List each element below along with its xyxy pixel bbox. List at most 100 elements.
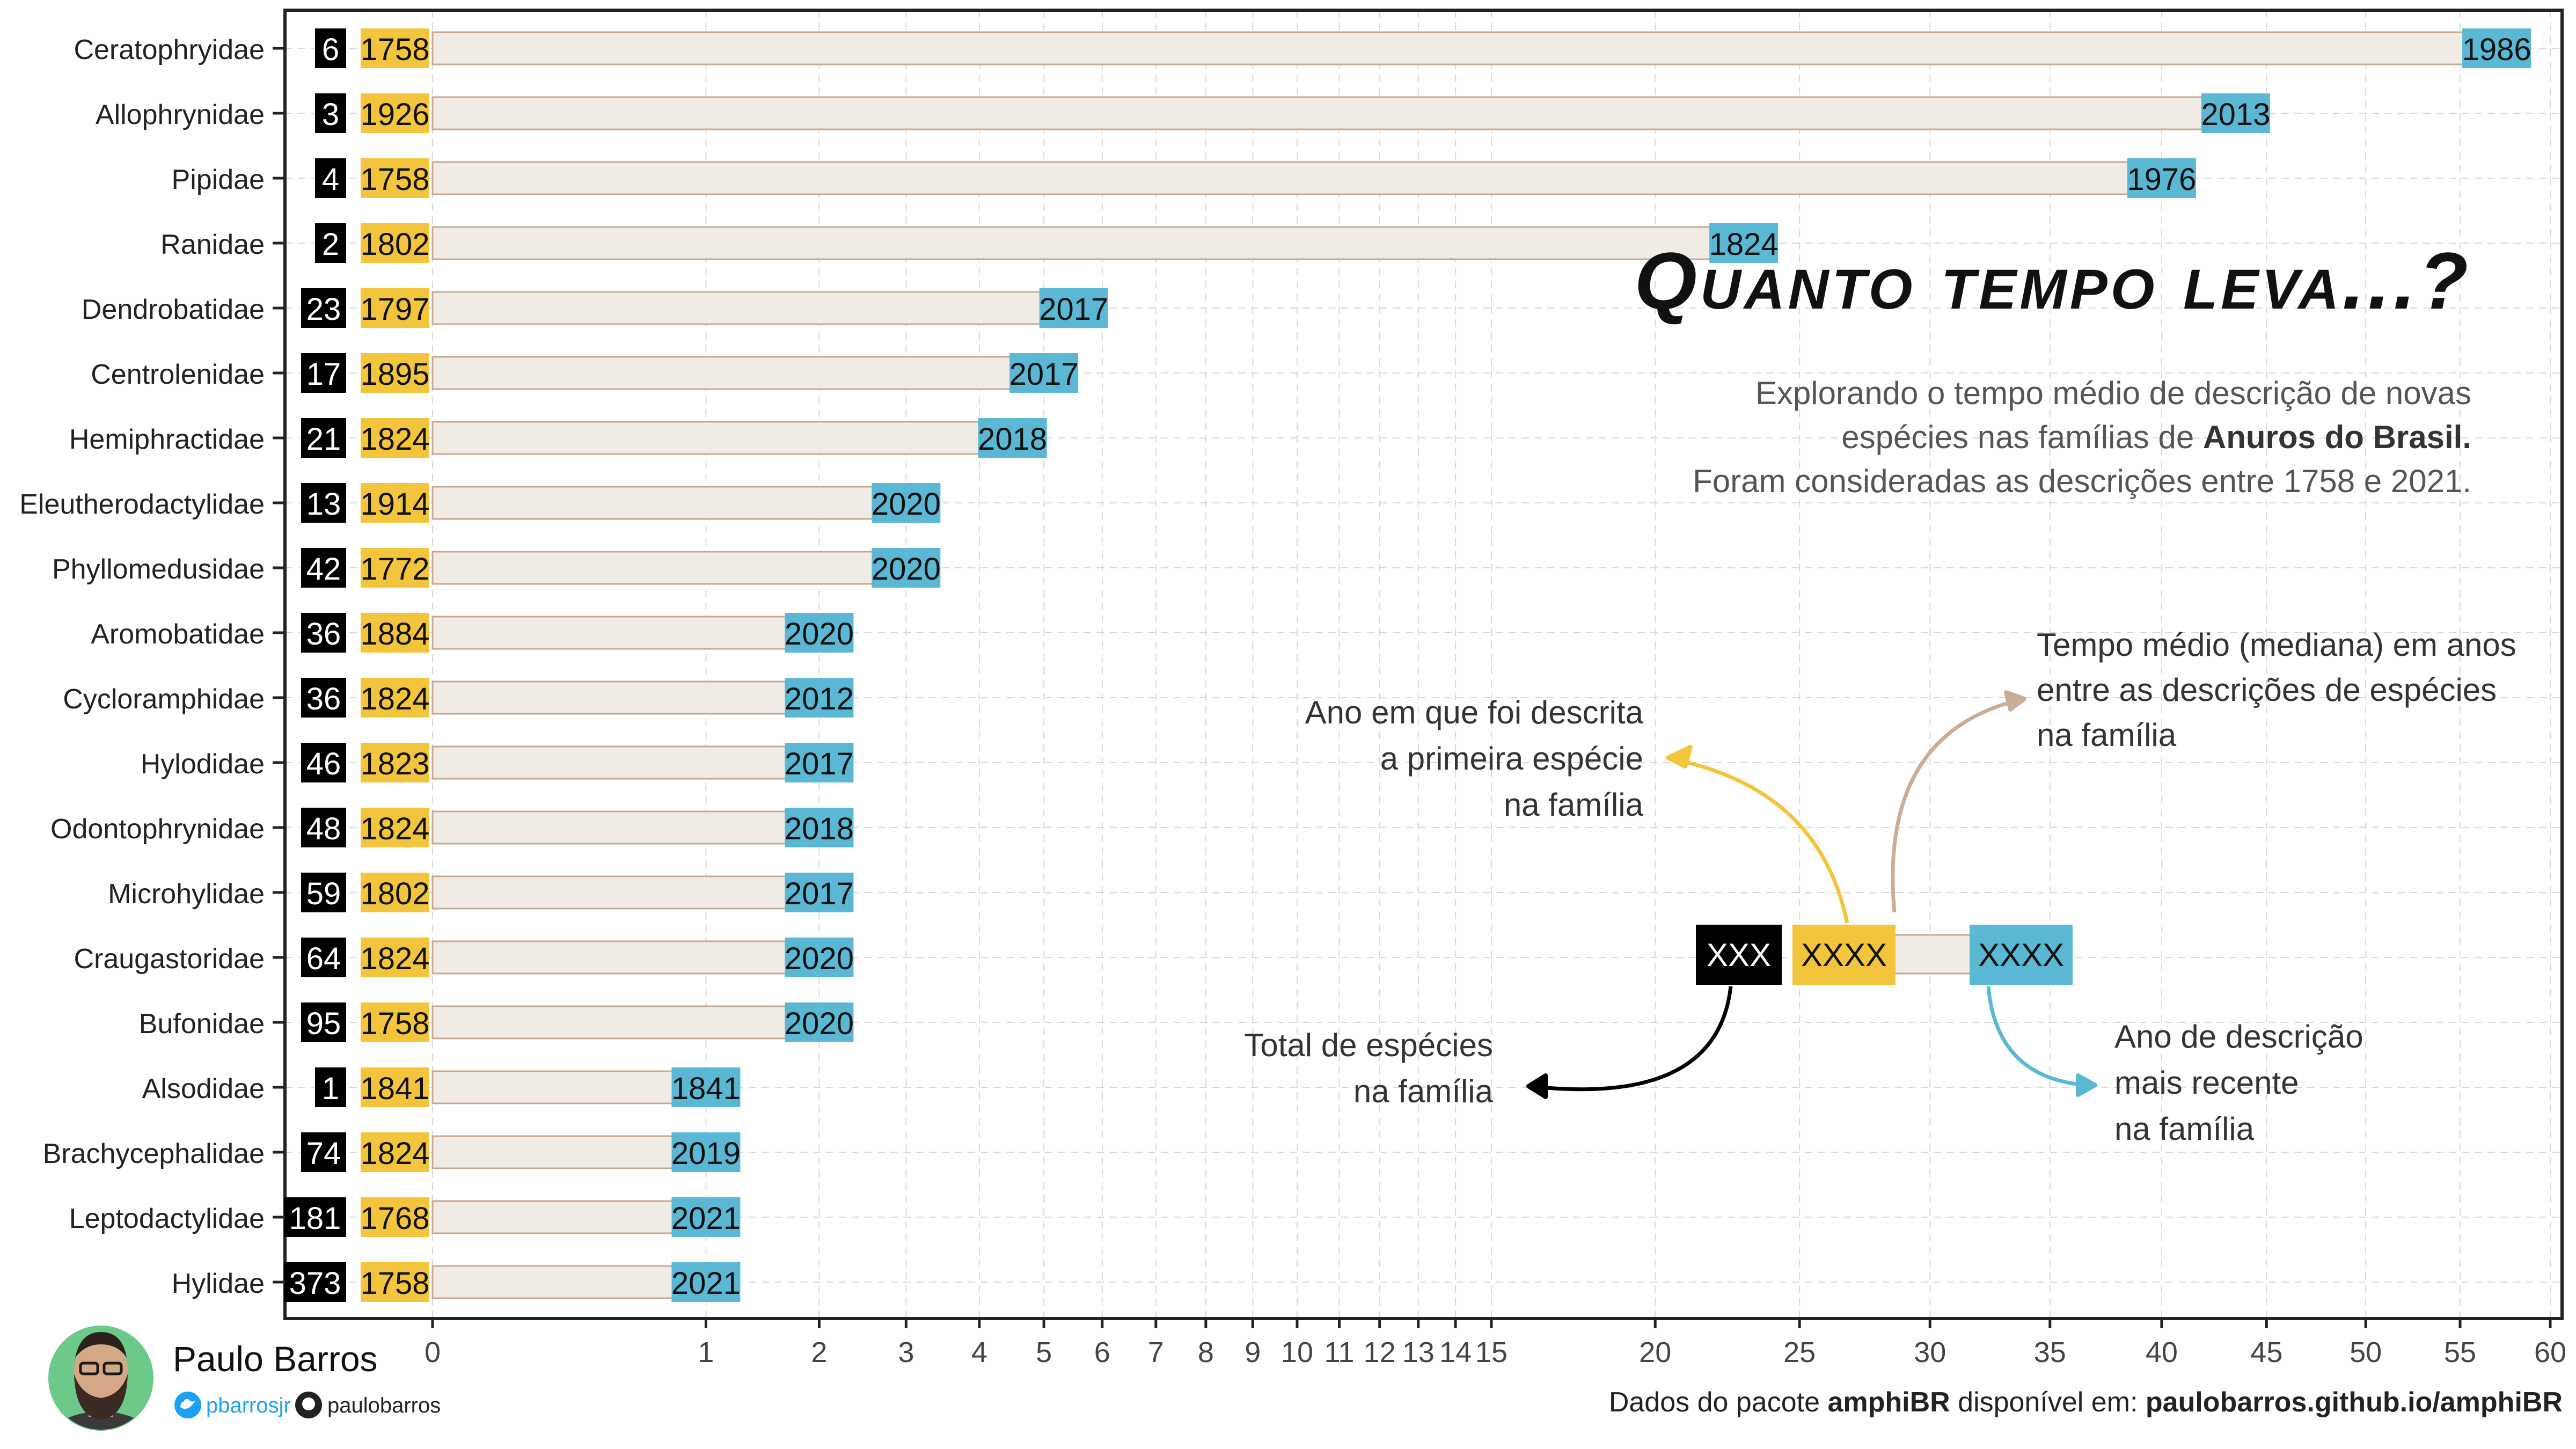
arrow-last-head: [2076, 1073, 2097, 1097]
first-year-box: [361, 938, 429, 977]
legend-example: XXX XXXX XXXX Ano em que foi descrita a p…: [1244, 627, 2516, 1147]
first-year-label: 1758: [360, 1006, 429, 1041]
first-year-label: 1841: [360, 1071, 429, 1106]
first-year-label: 1824: [360, 1136, 429, 1171]
x-tick-label: 5: [1036, 1336, 1052, 1368]
last-year-box: [1709, 223, 1779, 263]
family-label: Eleutherodactylidae: [19, 489, 265, 520]
total-species-box: [301, 353, 346, 393]
x-tick-label: 15: [1475, 1336, 1507, 1368]
total-species-box: [315, 93, 346, 133]
last-year-box: [2201, 93, 2270, 133]
arrow-total-head: [1526, 1073, 1548, 1099]
last-year-box: [785, 808, 854, 847]
legend-last-box: [1970, 925, 2073, 985]
avatar: [49, 1332, 152, 1430]
total-species-label: 74: [306, 1136, 341, 1171]
first-year-box: [361, 288, 429, 328]
total-species-box: [315, 223, 346, 263]
median-bar: [431, 486, 907, 520]
median-bar: [431, 421, 1014, 455]
subtitle-line: Foram consideradas as descrições entre 1…: [1693, 463, 2471, 499]
last-year-label: 2018: [785, 811, 854, 846]
legend-last-text: XXXX: [1978, 937, 2064, 973]
first-year-label: 1758: [360, 162, 429, 197]
total-species-box: [301, 743, 346, 782]
total-species-label: 64: [306, 941, 341, 976]
last-year-box: [671, 1132, 741, 1172]
median-bar: [431, 226, 1745, 260]
subtitle-line: espécies nas famílias de Anuros do Brasi…: [1841, 419, 2471, 455]
first-year-label: 1772: [360, 552, 429, 587]
total-species-label: 6: [322, 32, 339, 67]
x-tick-label: 25: [1783, 1336, 1816, 1368]
last-year-label: 2017: [1009, 357, 1079, 392]
median-bar: [431, 1005, 820, 1040]
median-bar: [431, 745, 820, 780]
total-species-label: 17: [306, 357, 341, 392]
first-year-label: 1802: [360, 227, 429, 262]
first-year-box: [361, 418, 429, 458]
total-species-label: 3: [322, 97, 339, 132]
legend-label-line: Total de espécies: [1244, 1027, 1493, 1063]
legend-first-box: [1792, 925, 1896, 985]
total-species-box: [301, 808, 346, 847]
subtitle-line: Explorando o tempo médio de descrição de…: [1755, 375, 2471, 411]
total-species-label: 95: [306, 1006, 341, 1041]
last-year-label: 2021: [671, 1266, 741, 1301]
last-year-label: 2020: [785, 1006, 854, 1041]
first-year-label: 1914: [360, 487, 429, 522]
first-year-box: [361, 1067, 429, 1107]
last-year-label: 2018: [978, 422, 1047, 457]
median-bar: [431, 1135, 707, 1169]
last-year-box: [1039, 288, 1108, 328]
last-year-box: [872, 483, 941, 523]
family-label: Hylodidae: [141, 749, 265, 780]
last-year-box: [978, 418, 1047, 458]
first-year-label: 1768: [360, 1201, 429, 1236]
last-year-label: 2019: [671, 1136, 741, 1171]
last-year-label: 2017: [1039, 292, 1108, 327]
family-label: Ceratophryidae: [74, 34, 265, 65]
total-species-box: [284, 1197, 346, 1237]
last-year-box: [785, 873, 854, 912]
median-bar: [431, 291, 1075, 325]
median-bar: [431, 31, 2498, 65]
first-year-label: 1824: [360, 811, 429, 846]
median-bar: [431, 616, 820, 650]
last-year-box: [785, 743, 854, 782]
first-year-label: 1758: [360, 1266, 429, 1301]
legend-label-line: mais recente: [2114, 1065, 2299, 1101]
x-tick-label: 35: [2034, 1336, 2066, 1368]
legend-total-box: [1696, 925, 1782, 985]
family-label: Alsodidae: [142, 1073, 265, 1104]
total-species-label: 13: [306, 487, 341, 522]
author-block: Paulo Barros pbarrosjr paulobarros: [48, 1326, 441, 1431]
author-twitter: pbarrosjr: [206, 1394, 291, 1417]
total-species-label: 1: [322, 1071, 339, 1106]
total-species-box: [301, 483, 346, 523]
first-year-box: [361, 483, 429, 523]
total-species-box: [301, 1132, 346, 1172]
last-year-label: 2013: [2201, 97, 2270, 132]
x-tick-label: 2: [811, 1336, 827, 1368]
x-tick-label: 30: [1914, 1336, 1946, 1368]
total-species-label: 36: [306, 682, 341, 716]
last-year-box: [671, 1067, 741, 1107]
family-label: Ranidae: [160, 229, 265, 260]
family-label: Hemiphractidae: [69, 424, 265, 455]
author-github: paulobarros: [327, 1394, 441, 1417]
x-tick-label: 1: [698, 1336, 714, 1368]
legend-label-last: Ano de descrição mais recente na família: [2114, 1019, 2363, 1147]
median-bar: [431, 161, 2163, 195]
first-year-label: 1823: [360, 747, 429, 781]
last-year-label: 2012: [785, 682, 854, 716]
arrow-first-head: [1666, 745, 1693, 769]
x-tick-label: 13: [1402, 1336, 1435, 1368]
total-species-box: [301, 938, 346, 977]
family-label: Centrolenidae: [91, 359, 265, 390]
first-year-box: [361, 93, 429, 133]
last-year-box: [872, 548, 941, 588]
total-species-label: 46: [306, 747, 341, 781]
